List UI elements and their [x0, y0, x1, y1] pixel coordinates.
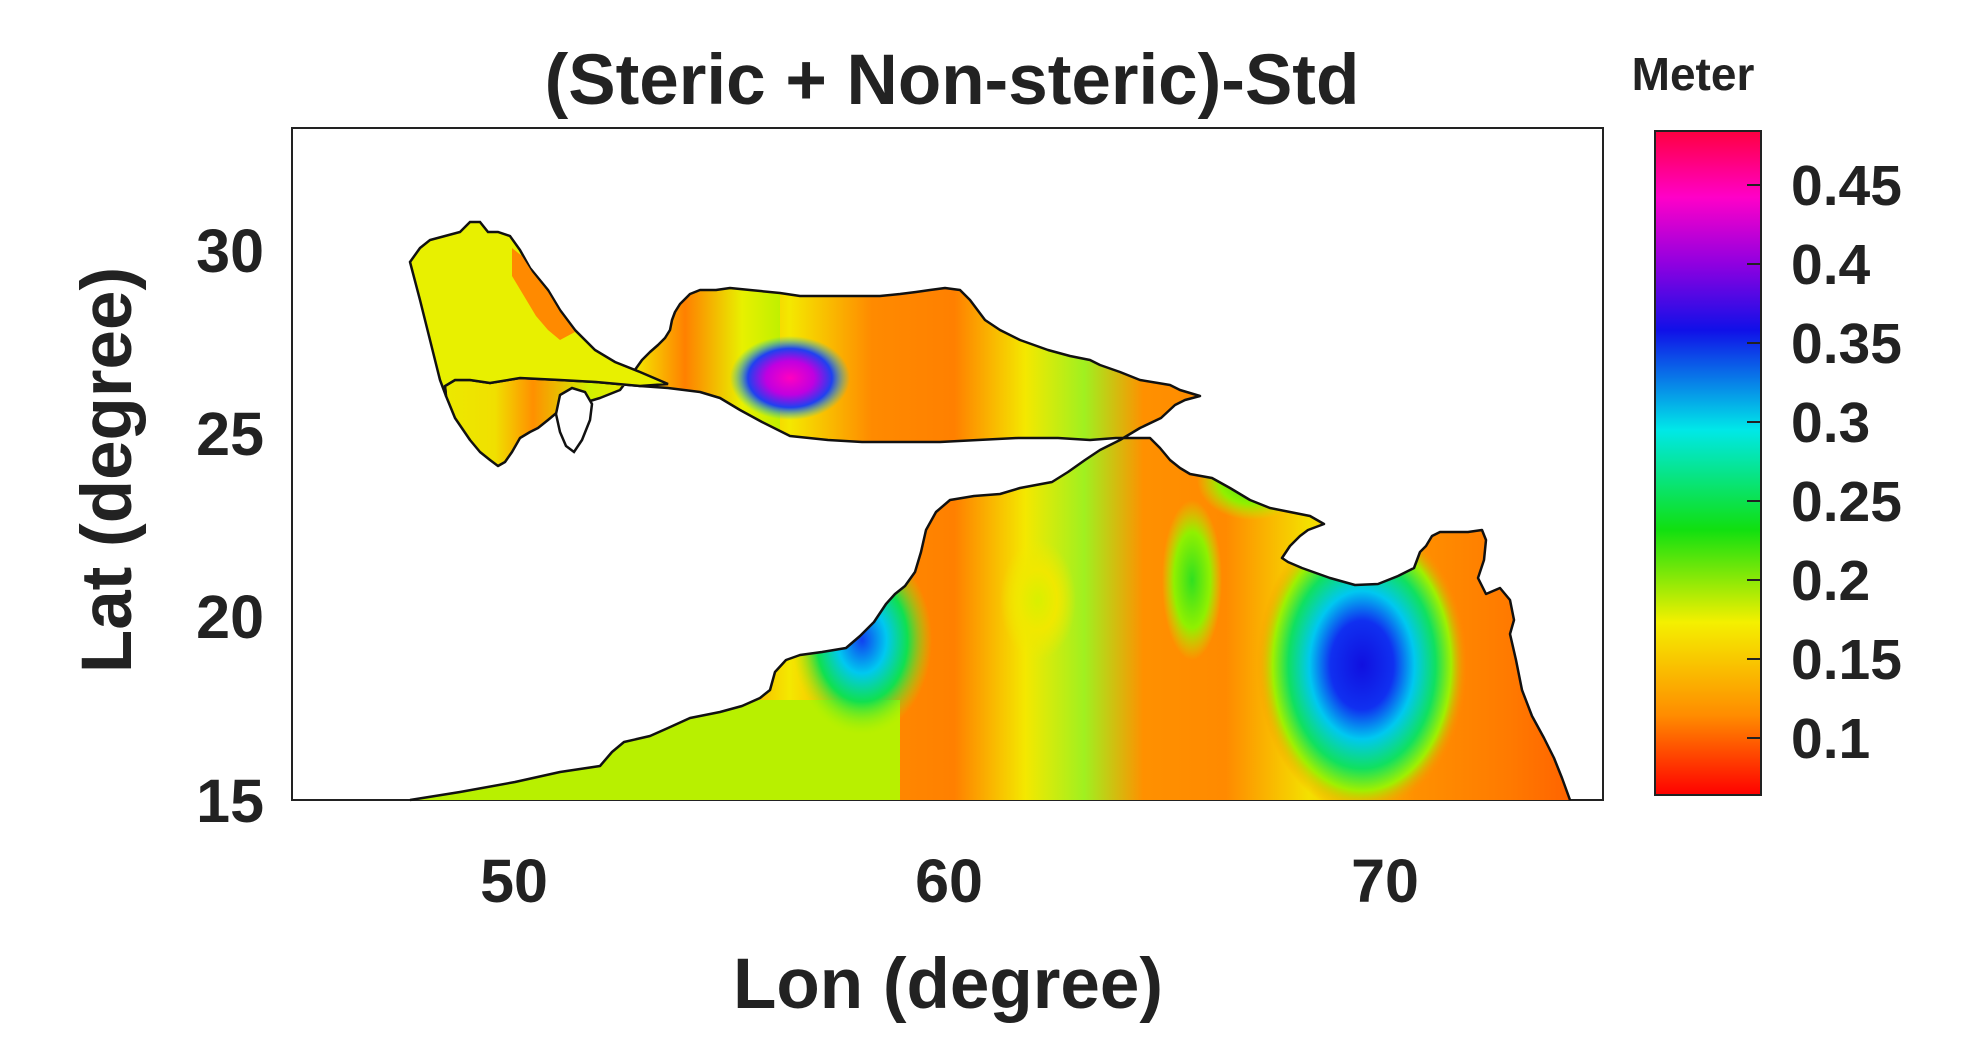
qatar-peninsula — [554, 386, 594, 454]
x-tick-labels: 50 60 70 — [480, 847, 1419, 915]
colorbar-tick-label: 0.45 — [1791, 154, 1902, 218]
local-minimum — [1000, 540, 1076, 660]
colorbar-tick-label: 0.1 — [1791, 707, 1870, 771]
colorbar-tick-label: 0.3 — [1791, 391, 1870, 455]
y-axis-label: Lat (degree) — [68, 267, 147, 673]
x-tick-label: 70 — [1351, 847, 1419, 915]
colorbar-tick-label: 0.15 — [1791, 628, 1902, 692]
x-axis-label: Lon (degree) — [733, 945, 1163, 1024]
colorbar-unit-label: Meter — [1632, 48, 1755, 100]
local-variation — [1162, 500, 1222, 660]
colorbar-ticks — [1747, 184, 1761, 739]
colorbar-tick-label: 0.4 — [1791, 233, 1871, 297]
x-tick-label: 60 — [915, 847, 983, 915]
gulf-head-band — [512, 248, 575, 340]
local-maximum-hormuz — [730, 336, 850, 420]
local-maximum-east — [1257, 517, 1467, 800]
y-tick-label: 30 — [196, 217, 264, 285]
colorbar-tick-labels: 0.45 0.4 0.35 0.3 0.25 0.2 0.15 0.1 — [1791, 154, 1902, 771]
y-tick-label: 25 — [196, 400, 264, 468]
colorbar-tick-label: 0.25 — [1791, 470, 1902, 534]
x-tick-label: 50 — [480, 847, 548, 915]
chart-title: (Steric + Non-steric)-Std — [545, 41, 1360, 120]
y-tick-label: 20 — [196, 583, 264, 651]
colorbar — [1654, 130, 1762, 796]
colorbar-tick-label: 0.2 — [1791, 549, 1870, 613]
colorbar-tick-label: 0.35 — [1791, 312, 1902, 376]
y-tick-labels: 15 20 25 30 — [196, 217, 264, 835]
y-tick-label: 15 — [196, 767, 264, 835]
